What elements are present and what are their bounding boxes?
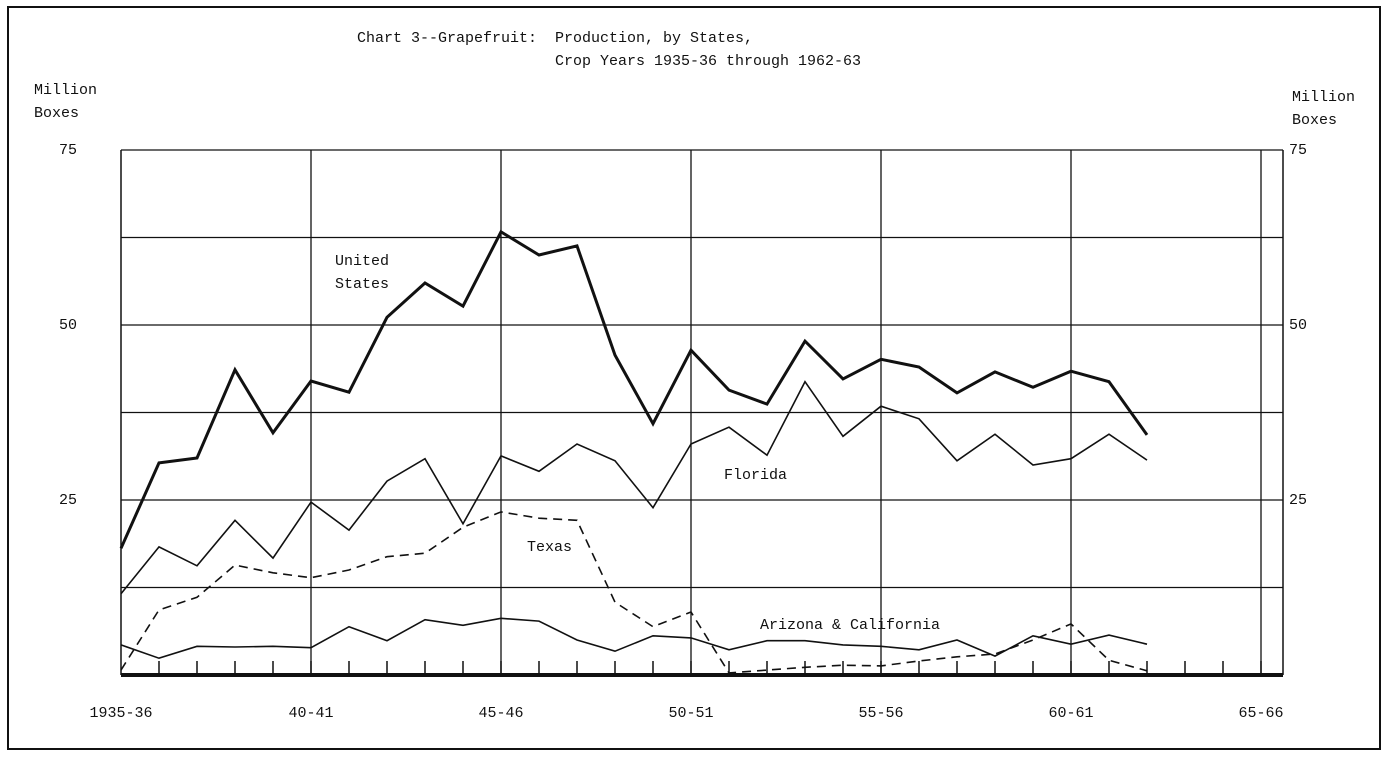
series-line — [119, 229, 1149, 549]
x-tick-label: 60-61 — [1048, 705, 1093, 722]
chart-subtitle: Production, by States, — [555, 30, 753, 47]
x-tick-label: 50-51 — [668, 705, 713, 722]
y-axis-label: Million Boxes — [34, 82, 98, 122]
y-tick-label: 50 — [59, 317, 77, 334]
x-tick-label: 40-41 — [288, 705, 333, 722]
x-tick-label: 45-46 — [478, 705, 523, 722]
x-tick-label: 65-66 — [1238, 705, 1283, 722]
chart-title: Chart 3--Grapefruit: — [357, 30, 537, 47]
series-line — [120, 511, 1148, 674]
y2-tick-label: 50 — [1289, 317, 1307, 334]
y-tick-label: 75 — [59, 142, 77, 159]
series-line — [120, 617, 1148, 660]
series-label: Texas — [527, 539, 573, 556]
frame — [7, 6, 1381, 750]
chart-subtitle: Crop Years 1935-36 through 1962-63 — [555, 53, 861, 70]
y2-axis-label: Million Boxes — [1292, 89, 1356, 129]
y-tick-label: 25 — [59, 492, 77, 509]
series-label: United States — [335, 253, 390, 293]
series-line — [120, 380, 1148, 595]
x-tick-label: 55-56 — [858, 705, 903, 722]
y2-tick-label: 75 — [1289, 142, 1307, 159]
y2-tick-label: 25 — [1289, 492, 1307, 509]
x-tick-label: 1935-36 — [89, 705, 152, 722]
series-label: Florida — [724, 467, 788, 484]
series-label: Arizona & California — [760, 617, 941, 634]
